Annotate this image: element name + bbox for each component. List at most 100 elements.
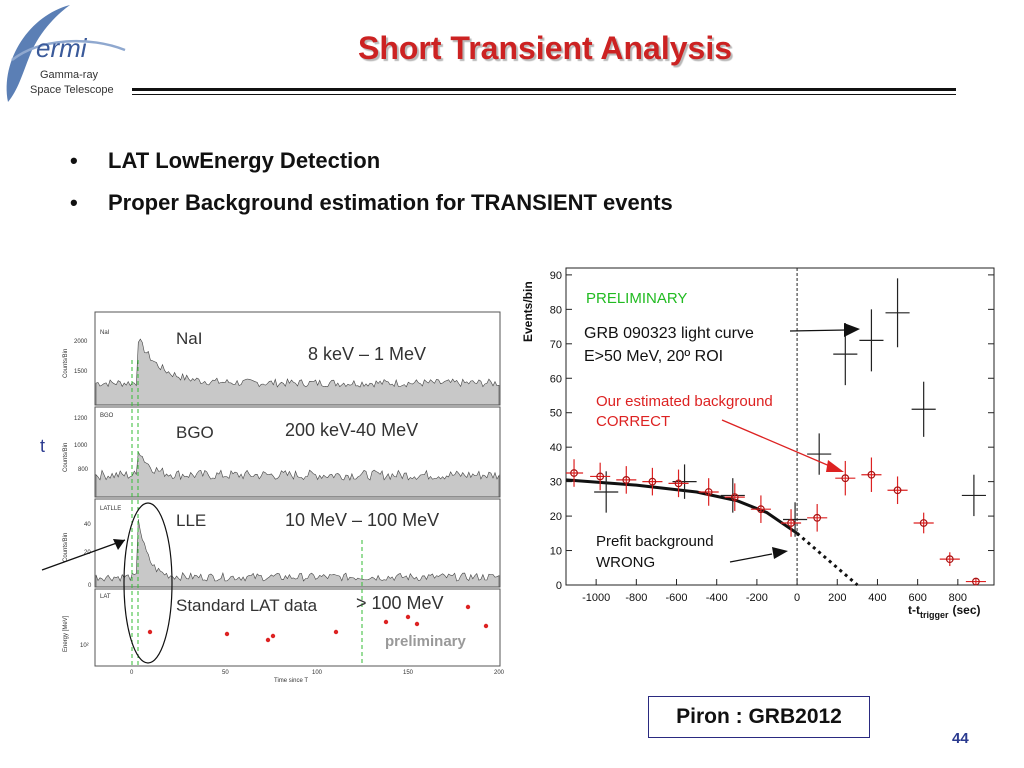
panel-lle-detector: LLE — [176, 511, 206, 530]
data-point — [885, 278, 910, 348]
ytick-label: 1000 — [74, 443, 88, 449]
photon-dot — [270, 633, 276, 639]
panel-bgo-detector: BGO — [176, 423, 214, 442]
ytick-label: 90 — [550, 270, 562, 282]
curve-arrow-head-icon — [844, 323, 860, 337]
prefit-curve-group — [565, 478, 859, 587]
logo-line1: Gamma-ray — [40, 69, 99, 81]
bullet-dot: • — [70, 190, 78, 215]
ytick-label: 2000 — [74, 339, 88, 345]
chart-xlabel-main: t-t — [908, 603, 920, 617]
panel-nai-frame — [94, 311, 501, 406]
bullet-list: • LAT LowEnergy Detection • Proper Backgro… — [70, 148, 673, 232]
detector-histograms — [95, 338, 500, 588]
page-number: 44 — [952, 730, 969, 747]
chart-series — [566, 278, 986, 586]
ytick-label: 50 — [550, 408, 562, 420]
data-point — [807, 433, 832, 475]
ytick-label: 10 — [550, 546, 562, 558]
point-marker — [648, 477, 657, 486]
data-point — [965, 577, 986, 586]
ytick-label: 0 — [556, 580, 562, 592]
curve-arrow-line — [789, 329, 847, 332]
xtick-label: -800 — [625, 592, 647, 604]
photon-dot — [265, 637, 271, 643]
burst-arrow-line — [41, 539, 126, 571]
data-point — [939, 552, 960, 567]
ytick-label: 70 — [550, 339, 562, 351]
lat-photon-events — [147, 604, 489, 643]
panel-nai-band: 8 keV – 1 MeV — [308, 344, 426, 364]
logo-arc-icon — [11, 39, 126, 61]
point-marker — [945, 555, 954, 564]
series-light-curve — [594, 278, 986, 537]
logo-line2: Space Telescope — [30, 84, 114, 96]
data-point — [720, 478, 745, 513]
chart-xlabel-unit: (sec) — [953, 603, 981, 617]
panel-lat-frame — [94, 588, 501, 667]
panel-bgo-ylabel: Counts/Bin — [63, 443, 69, 472]
bullet-text: Proper Background estimation for TRANSIE… — [108, 190, 673, 215]
left-edge-char: t — [40, 436, 45, 456]
panel-lat-band: > 100 MeV — [356, 593, 444, 613]
point-marker — [867, 470, 876, 479]
detector-histogram — [95, 338, 500, 406]
curve-annotation-line2: E>50 MeV, 20º ROI — [584, 348, 723, 365]
bkg-annotation-line1: Our estimated background — [596, 393, 773, 410]
panel-bgo-tag: BGO — [100, 413, 114, 419]
photon-dot — [147, 629, 153, 635]
fermi-logo: ermi Gamma-ray Space Telescope — [6, 5, 126, 102]
panel-lat-watermark: preliminary — [385, 633, 467, 650]
panel-lle-ylabel: Counts/Bin — [63, 533, 69, 562]
title-rule-thick — [132, 88, 956, 91]
xtick-label: 600 — [908, 592, 926, 604]
panel-lle-frame — [94, 498, 501, 588]
xtick-label: -400 — [706, 592, 728, 604]
bullet-dot: • — [70, 148, 78, 173]
photon-dot — [483, 623, 489, 629]
photon-dot — [224, 631, 230, 637]
point-marker — [570, 469, 578, 477]
panel-lle-tag: LATLLE — [100, 506, 121, 512]
data-point — [961, 474, 986, 517]
ytick-label: 40 — [84, 522, 91, 528]
ytick-label: 30 — [550, 477, 562, 489]
data-point — [672, 464, 697, 499]
grb-lightcurve-chart: 0 10 20 30 40 50 60 70 80 90 -1000 -800 -600 -400 -200… — [521, 267, 995, 620]
bullet-item: • Proper Background estimation for TRANSI… — [70, 190, 673, 232]
point-marker — [893, 486, 902, 495]
xtick-label: 150 — [403, 670, 414, 676]
xtick-label: -600 — [666, 592, 688, 604]
point-marker — [919, 519, 928, 527]
xtick-label: 0 — [794, 592, 800, 604]
data-point — [807, 504, 828, 532]
detector-histogram — [95, 519, 500, 588]
point-marker — [622, 476, 631, 484]
bkg-annotation-line2: CORRECT — [596, 413, 670, 430]
prefit-annotation-line1: Prefit background — [596, 533, 714, 550]
chart-axis-ticks: 0 10 20 30 40 50 60 70 80 90 -1000 -800 -600 -400 -200… — [550, 270, 994, 604]
ytick-label: 0 — [88, 583, 92, 589]
panel-lle-band: 10 MeV – 100 MeV — [285, 510, 439, 530]
photon-dot — [405, 614, 411, 620]
panel-nai-ylabel: Counts/Bin — [63, 349, 69, 378]
bullet-item: • LAT LowEnergy Detection — [70, 148, 673, 190]
bullet-text: LAT LowEnergy Detection — [108, 148, 381, 173]
data-point — [668, 469, 689, 498]
prefit-arrow-head-icon — [772, 547, 788, 559]
xtick-label: 200 — [494, 670, 505, 676]
bkg-arrow-head-icon — [826, 460, 844, 472]
panel-lat-tag: LAT — [100, 594, 111, 600]
data-point — [781, 509, 802, 537]
data-point — [594, 471, 619, 513]
ytick-label: 1500 — [74, 369, 88, 375]
photon-dot — [333, 629, 339, 635]
point-marker — [813, 513, 822, 522]
chart-xlabel: t-ttrigger (sec) — [908, 603, 981, 620]
ytick-label: 10² — [80, 643, 89, 649]
data-point — [750, 495, 771, 523]
citation-box: Piron : GRB2012 — [648, 696, 870, 738]
detector-lightcurves-figure: NaI NaI 8 keV – 1 MeV BGO BGO 200 keV-40… — [40, 311, 505, 684]
point-marker — [730, 493, 739, 502]
xtick-label: 800 — [949, 592, 967, 604]
